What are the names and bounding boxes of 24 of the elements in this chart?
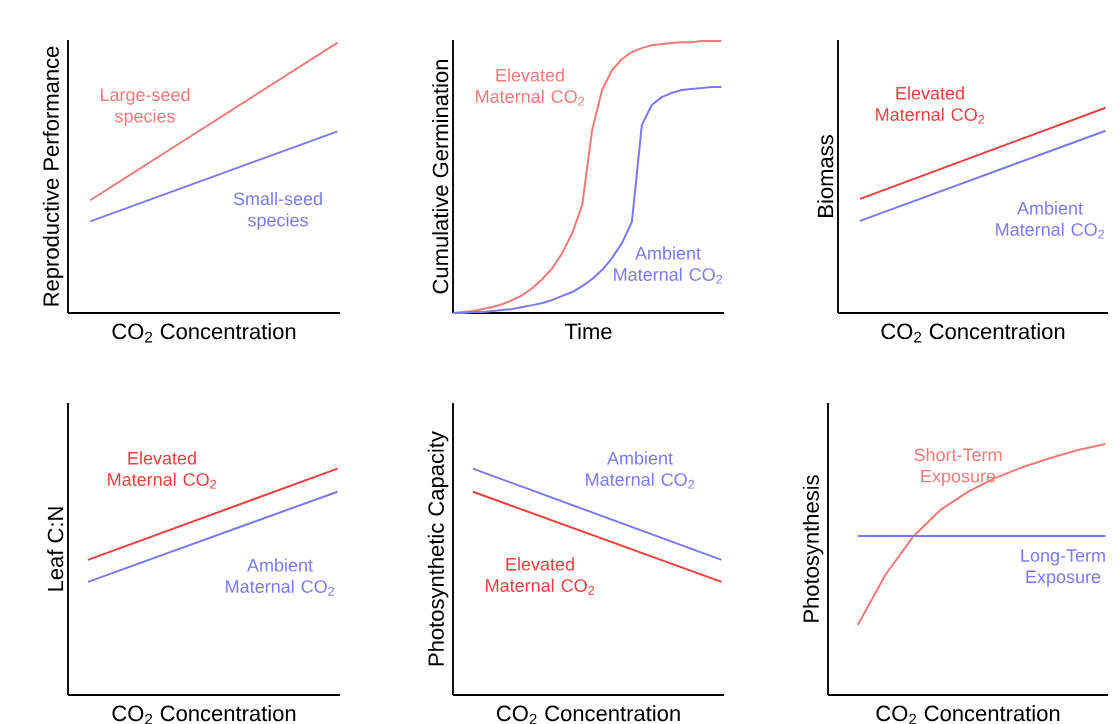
series-label: Elevated Maternal CO$_{2}$ (108, 451, 217, 489)
y-axis-title: Leaf C:N (47, 507, 64, 591)
series-label: Short-Term Exposure (914, 447, 1002, 487)
x-axis-title: CO$_{2}$ Concentration (496, 705, 680, 724)
series-label: Elevated Maternal CO$_{2}$ (876, 86, 985, 124)
y-axis-title: Photosynthesis (802, 475, 824, 622)
series-label: Small-seed species (233, 191, 322, 231)
series-label: Ambient Maternal CO$_{2}$ (586, 451, 695, 489)
y-axis-title: Cumulative Germination (432, 59, 449, 294)
series-label: Ambient Maternal CO$_{2}$ (996, 201, 1105, 239)
series-label: Elevated Maternal CO$_{2}$ (476, 68, 585, 106)
series-label: Ambient Maternal CO$_{2}$ (226, 558, 335, 596)
x-axis-title: CO$_{2}$ Concentration (112, 323, 296, 343)
x-axis-title: CO$_{2}$ Concentration (876, 705, 1060, 724)
series-label: Long-Term Exposure (1021, 549, 1105, 587)
series-label: Large-seed species (100, 87, 190, 127)
y-axis-title: Reproductive Performance (42, 46, 64, 306)
x-axis-title: CO$_{2}$ Concentration (112, 705, 296, 724)
series-label: Elevated Maternal CO$_{2}$ (486, 557, 595, 595)
series-label: Ambient Maternal CO$_{2}$ (614, 246, 723, 284)
y-axis-title: Photosynthetic Capacity (427, 431, 449, 666)
y-axis-title: Biomass (817, 135, 834, 217)
x-axis-title: Time (564, 323, 612, 340)
x-axis-title: CO$_{2}$ Concentration (881, 323, 1065, 343)
